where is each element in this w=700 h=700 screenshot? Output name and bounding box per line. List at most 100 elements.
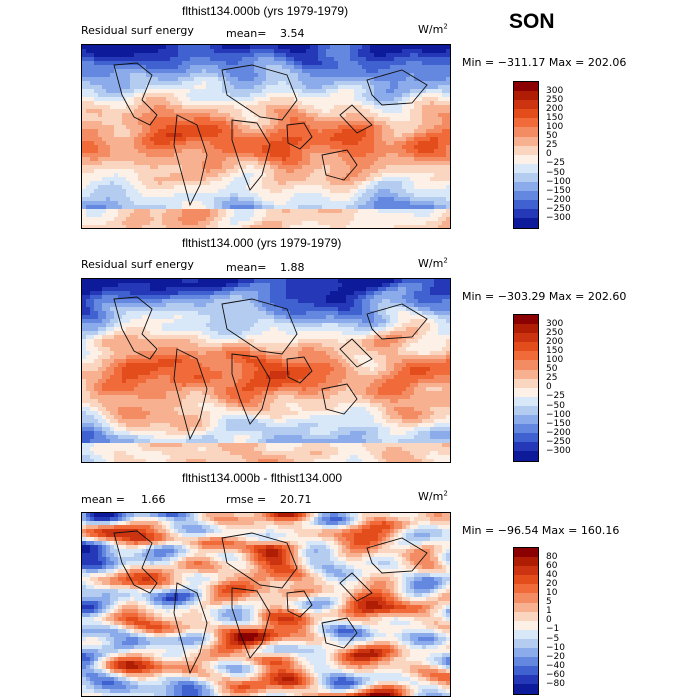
colorbar-swatch xyxy=(514,91,538,101)
colorbar-tick-label: −150 xyxy=(546,418,571,429)
colorbar-tick-label: 250 xyxy=(546,327,564,338)
colorbar-swatch xyxy=(514,82,538,92)
panel-1-units: W/m2 xyxy=(418,22,448,36)
colorbar-tick-label: −80 xyxy=(546,679,565,689)
colorbar-tick-label: 25 xyxy=(546,373,558,384)
colorbar-swatch xyxy=(514,127,538,137)
colorbar-tick-label: 150 xyxy=(546,345,564,356)
colorbar-swatch xyxy=(514,666,538,676)
panel-2-colorbar xyxy=(513,314,539,462)
colorbar-tick-label: 40 xyxy=(546,569,558,580)
colorbar-swatch xyxy=(514,324,538,334)
panel-3-rmse-label: rmse = xyxy=(226,493,267,506)
colorbar-tick-label: 50 xyxy=(546,131,558,142)
coastlines xyxy=(113,296,428,441)
colorbar-swatch xyxy=(514,584,538,594)
colorbar-swatch xyxy=(514,442,538,452)
colorbar-tick-label: 25 xyxy=(546,140,558,151)
colorbar-tick-label: −5 xyxy=(546,633,560,644)
panel-2-minmax: Min = −303.29 Max = 202.60 xyxy=(462,290,627,303)
colorbar-tick-label: 300 xyxy=(546,85,564,96)
colorbar-swatch xyxy=(514,378,538,388)
colorbar-swatch xyxy=(514,593,538,603)
colorbar-swatch xyxy=(514,638,538,649)
colorbar-tick-label: 300 xyxy=(546,318,564,329)
field-map-svg xyxy=(82,513,450,696)
panel-1-colorbar xyxy=(513,81,539,229)
field-map-svg xyxy=(82,45,450,228)
colorbar-swatch xyxy=(514,575,538,585)
colorbar-tick-label: 50 xyxy=(546,364,558,375)
panel-3-mean-label: mean = xyxy=(81,493,125,506)
colorbar-tick-label: −300 xyxy=(546,446,571,456)
colorbar-swatch xyxy=(514,218,538,228)
colorbar-tick-label: −50 xyxy=(546,167,565,178)
colorbar-swatch xyxy=(514,648,538,658)
colorbar-swatch xyxy=(514,433,538,443)
panel-3-rmse-value: 20.71 xyxy=(280,493,312,506)
colorbar-tick-label: 20 xyxy=(546,578,558,589)
colorbar-tick-label: −25 xyxy=(546,158,565,169)
colorbar-swatch xyxy=(514,415,538,425)
colorbar-swatch xyxy=(514,629,538,639)
panel-3-mean-value: 1.66 xyxy=(141,493,166,506)
colorbar-swatch xyxy=(514,351,538,361)
colorbar-swatch xyxy=(514,342,538,352)
coastlines xyxy=(113,62,428,207)
colorbar-swatch xyxy=(514,360,538,370)
colorbar-swatch xyxy=(514,424,538,434)
colorbar-swatch xyxy=(514,405,538,416)
panel-1-mean-value: 3.54 xyxy=(280,27,305,40)
colorbar-tick-label: 80 xyxy=(546,551,558,562)
colorbar-tick-label: −10 xyxy=(546,642,565,653)
colorbar-tick-label: 150 xyxy=(546,112,564,123)
colorbar-swatch xyxy=(514,387,538,397)
colorbar-swatch xyxy=(514,136,538,146)
colorbar-swatch xyxy=(514,333,538,343)
colorbar-swatch xyxy=(514,100,538,110)
panel-2-mean-value: 1.88 xyxy=(280,261,305,274)
panel-2-map xyxy=(81,278,451,463)
panel-1-variable-label: Residual surf energy xyxy=(81,24,194,37)
colorbar-tick-label: −250 xyxy=(546,203,571,214)
colorbar-swatch xyxy=(514,602,538,612)
colorbar-swatch xyxy=(514,548,538,558)
panel-2-title: flthist134.000 (yrs 1979-1979) xyxy=(182,236,342,250)
colorbar-tick-label: −100 xyxy=(546,176,571,187)
colorbar-swatch xyxy=(514,396,538,406)
colorbar-swatch xyxy=(514,154,538,164)
colorbar-tick-label: 0 xyxy=(546,615,552,626)
coastlines xyxy=(113,530,428,675)
panel-3-minmax: Min = −96.54 Max = 160.16 xyxy=(462,524,620,537)
colorbar-swatch xyxy=(514,684,538,694)
panel-1-minmax: Min = −311.17 Max = 202.06 xyxy=(462,56,627,69)
panel-1-mean-label: mean= xyxy=(226,27,267,40)
panel-3-units: W/m2 xyxy=(418,489,448,503)
colorbar-swatch xyxy=(514,182,538,192)
colorbar-tick-label: −200 xyxy=(546,194,571,205)
colorbar-swatch xyxy=(514,566,538,576)
colorbar-swatch xyxy=(514,657,538,667)
colorbar-tick-label: 1 xyxy=(546,606,552,617)
panel-3-colorbar xyxy=(513,547,539,695)
panel-2-variable-label: Residual surf energy xyxy=(81,258,194,271)
panel-1-map xyxy=(81,44,451,229)
colorbar-tick-label: −20 xyxy=(546,651,565,662)
colorbar-swatch xyxy=(514,200,538,210)
colorbar-tick-label: 5 xyxy=(546,597,552,608)
colorbar-tick-label: 0 xyxy=(546,382,552,393)
colorbar-tick-label: 100 xyxy=(546,355,564,365)
colorbar-tick-label: −250 xyxy=(546,436,571,447)
colorbar-tick-label: −60 xyxy=(546,669,565,680)
colorbar-swatch xyxy=(514,557,538,567)
colorbar-tick-label: 60 xyxy=(546,560,558,571)
colorbar-swatch xyxy=(514,118,538,128)
colorbar-swatch xyxy=(514,611,538,621)
panel-1-title: flthist134.000b (yrs 1979-1979) xyxy=(182,4,349,18)
colorbar-tick-label: −40 xyxy=(546,660,565,671)
colorbar-swatch xyxy=(514,315,538,325)
colorbar-swatch xyxy=(514,145,538,155)
colorbar-tick-label: 0 xyxy=(546,149,552,160)
field-map-svg xyxy=(82,279,450,462)
colorbar-tick-label: 250 xyxy=(546,94,564,105)
